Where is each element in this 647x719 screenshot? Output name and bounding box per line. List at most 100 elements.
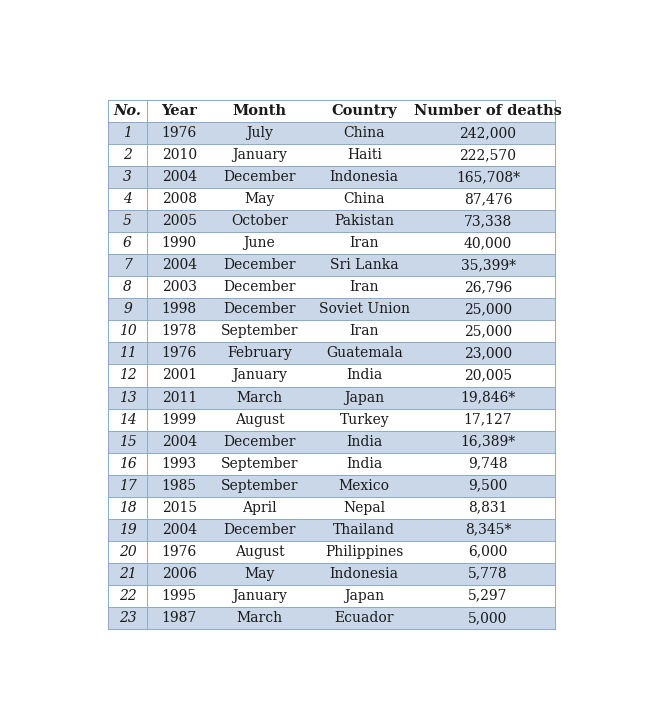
Bar <box>109 298 554 321</box>
Text: Pakistan: Pakistan <box>334 214 394 229</box>
Text: No.: No. <box>113 104 142 118</box>
Text: Iran: Iran <box>349 237 379 250</box>
Bar <box>109 387 554 408</box>
Text: Sri Lanka: Sri Lanka <box>330 258 399 273</box>
Text: 40,000: 40,000 <box>464 237 512 250</box>
Text: 23,000: 23,000 <box>464 347 512 360</box>
Text: September: September <box>221 479 298 493</box>
Text: 165,708*: 165,708* <box>456 170 520 184</box>
Text: January: January <box>232 369 287 383</box>
Text: March: March <box>236 390 283 405</box>
Text: December: December <box>223 258 296 273</box>
Text: 87,476: 87,476 <box>464 192 512 206</box>
Text: 22: 22 <box>118 589 137 603</box>
Text: 2006: 2006 <box>162 567 197 581</box>
Text: 2004: 2004 <box>162 258 197 273</box>
Text: 2004: 2004 <box>162 523 197 536</box>
Text: February: February <box>227 347 292 360</box>
Text: January: January <box>232 589 287 603</box>
Text: 14: 14 <box>118 413 137 426</box>
Text: 35,399*: 35,399* <box>461 258 516 273</box>
Text: India: India <box>346 434 382 449</box>
Text: 23: 23 <box>118 611 137 625</box>
Text: Iran: Iran <box>349 324 379 339</box>
Bar <box>109 210 554 232</box>
Bar <box>109 100 554 122</box>
Text: Year: Year <box>161 104 197 118</box>
Text: 1978: 1978 <box>162 324 197 339</box>
Text: 8,831: 8,831 <box>468 500 508 515</box>
Text: 7: 7 <box>123 258 132 273</box>
Text: 2003: 2003 <box>162 280 197 294</box>
Text: 9,500: 9,500 <box>468 479 508 493</box>
Bar <box>109 563 554 585</box>
Text: 1995: 1995 <box>162 589 197 603</box>
Bar <box>109 255 554 276</box>
Text: 5: 5 <box>123 214 132 229</box>
Text: 5,778: 5,778 <box>468 567 508 581</box>
Text: June: June <box>244 237 276 250</box>
Text: China: China <box>344 126 385 140</box>
Text: 4: 4 <box>123 192 132 206</box>
Bar <box>109 188 554 210</box>
Text: 2001: 2001 <box>162 369 197 383</box>
Text: December: December <box>223 434 296 449</box>
Text: Turkey: Turkey <box>340 413 389 426</box>
Text: May: May <box>245 192 275 206</box>
Text: December: December <box>223 523 296 536</box>
Text: China: China <box>344 192 385 206</box>
Text: 25,000: 25,000 <box>464 324 512 339</box>
Text: Nepal: Nepal <box>343 500 386 515</box>
Text: 25,000: 25,000 <box>464 303 512 316</box>
Text: Thailand: Thailand <box>333 523 395 536</box>
Bar <box>109 431 554 452</box>
Text: 2005: 2005 <box>162 214 197 229</box>
Text: 1985: 1985 <box>162 479 197 493</box>
Text: 17: 17 <box>118 479 137 493</box>
Text: India: India <box>346 457 382 471</box>
Bar <box>109 585 554 607</box>
Text: 1: 1 <box>123 126 132 140</box>
Bar <box>109 122 554 145</box>
Text: Japan: Japan <box>344 589 384 603</box>
Text: July: July <box>246 126 273 140</box>
Text: December: December <box>223 303 296 316</box>
Text: December: December <box>223 280 296 294</box>
Text: 17,127: 17,127 <box>464 413 512 426</box>
Text: 2004: 2004 <box>162 434 197 449</box>
Bar <box>109 541 554 563</box>
Text: Mexico: Mexico <box>339 479 389 493</box>
Text: 9: 9 <box>123 303 132 316</box>
Text: 1993: 1993 <box>162 457 197 471</box>
Text: 9,748: 9,748 <box>468 457 508 471</box>
Text: 19: 19 <box>118 523 137 536</box>
Text: 8: 8 <box>123 280 132 294</box>
Bar <box>109 497 554 518</box>
Text: January: January <box>232 148 287 162</box>
Bar <box>109 365 554 387</box>
Text: Philippines: Philippines <box>325 545 404 559</box>
Text: 1987: 1987 <box>162 611 197 625</box>
Bar <box>109 518 554 541</box>
Text: 15: 15 <box>118 434 137 449</box>
Bar <box>109 166 554 188</box>
Text: Indonesia: Indonesia <box>330 170 399 184</box>
Text: 10: 10 <box>118 324 137 339</box>
Text: 16: 16 <box>118 457 137 471</box>
Text: Number of deaths: Number of deaths <box>414 104 562 118</box>
Text: 20,005: 20,005 <box>464 369 512 383</box>
Text: Haiti: Haiti <box>347 148 382 162</box>
Text: 11: 11 <box>118 347 137 360</box>
Text: Month: Month <box>232 104 287 118</box>
Text: September: September <box>221 457 298 471</box>
Text: 1976: 1976 <box>162 545 197 559</box>
Text: 20: 20 <box>118 545 137 559</box>
Text: 1976: 1976 <box>162 126 197 140</box>
Text: 26,796: 26,796 <box>464 280 512 294</box>
Text: 19,846*: 19,846* <box>461 390 516 405</box>
Text: Country: Country <box>331 104 397 118</box>
Text: 2010: 2010 <box>162 148 197 162</box>
Text: 6,000: 6,000 <box>468 545 508 559</box>
Bar <box>109 475 554 497</box>
Bar <box>109 342 554 365</box>
